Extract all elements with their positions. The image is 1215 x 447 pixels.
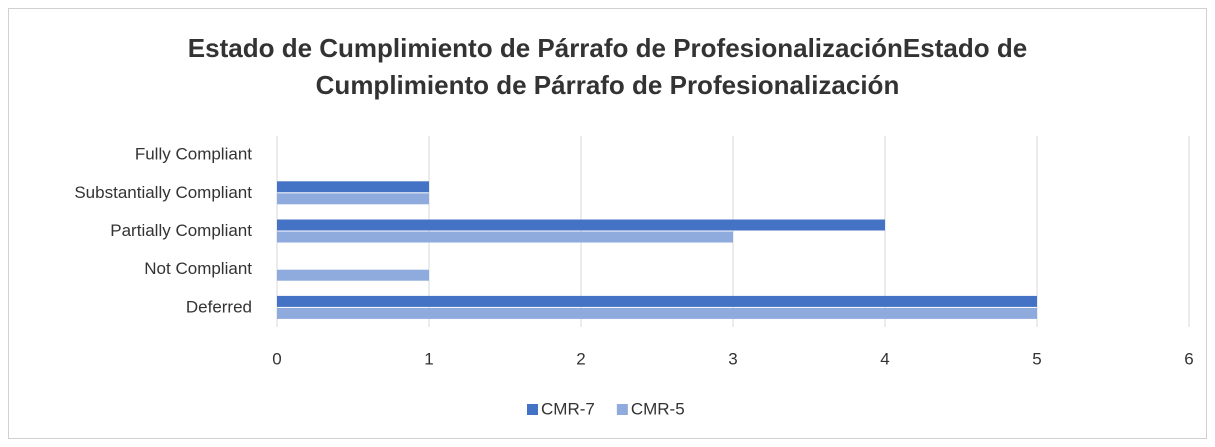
- y-tick-label: Substantially Compliant: [74, 183, 252, 202]
- x-tick-label: 3: [728, 349, 737, 368]
- x-tick-label: 2: [576, 349, 585, 368]
- x-tick-label: 4: [880, 349, 889, 368]
- y-tick-label: Fully Compliant: [135, 145, 252, 164]
- chart-title: Estado de Cumplimiento de Párrafo de Pro…: [187, 33, 1028, 100]
- x-tick-label: 0: [272, 349, 281, 368]
- x-tick-label: 1: [424, 349, 433, 368]
- y-tick-label: Not Compliant: [144, 259, 252, 278]
- y-tick-label: Deferred: [186, 297, 252, 316]
- bar: [277, 269, 429, 281]
- legend-swatch: [616, 404, 628, 415]
- x-tick-label: 6: [1184, 349, 1193, 368]
- y-tick-label: Partially Compliant: [110, 221, 252, 240]
- legend-label: CMR-7: [541, 399, 595, 418]
- legend-label: CMR-5: [631, 399, 685, 418]
- bar: [277, 295, 1037, 307]
- legend-swatch: [527, 404, 538, 415]
- bar: [277, 193, 429, 205]
- bar: [277, 181, 429, 193]
- x-tick-label: 5: [1032, 349, 1041, 368]
- bar: [277, 231, 733, 243]
- bar: [277, 219, 885, 231]
- bar: [277, 307, 1037, 319]
